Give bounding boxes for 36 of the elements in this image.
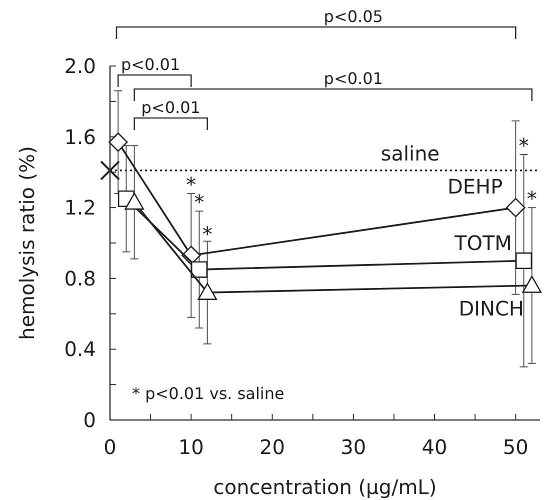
x-tick-label: 0: [104, 435, 116, 459]
y-tick-label: 0.4: [64, 337, 96, 362]
annotation: p<0.01: [324, 69, 383, 88]
text: p<0.05: [324, 7, 383, 26]
point: [515, 252, 532, 269]
point: [100, 160, 120, 180]
series-label: DINCH: [458, 296, 524, 320]
annotation: *: [526, 186, 537, 211]
ref-line-label: saline: [380, 141, 440, 166]
point: [124, 192, 144, 210]
y-tick-label: 0.8: [64, 266, 96, 290]
annotation: *: [194, 190, 204, 214]
annotation: * p<0.01 vs. saline: [132, 384, 284, 403]
point: [108, 132, 128, 152]
x-axis-title: concentration (µg/mL): [213, 475, 437, 499]
y-tick-label: 1.6: [64, 124, 96, 149]
x-tick-label: 20: [260, 435, 285, 459]
point: [198, 282, 218, 300]
y-axis-title: hemolysis ratio (%): [15, 146, 39, 340]
annotation: p<0.01: [141, 98, 200, 117]
x-tick-label: 40: [422, 435, 448, 459]
x-tick-label: 10: [178, 435, 204, 459]
series-label: DEHP: [448, 174, 503, 198]
annotation: *: [202, 222, 212, 246]
y-tick-label: 0: [83, 408, 96, 432]
annotation: p<0.01: [120, 55, 180, 74]
x-tick-label: 30: [340, 435, 366, 459]
x-tick-label: 50: [502, 435, 528, 459]
y-tick-label: 1.2: [64, 196, 96, 220]
annotation: *: [186, 172, 196, 196]
point: [190, 261, 208, 278]
point: [522, 276, 542, 293]
series-label: TOTM: [453, 231, 512, 255]
annotation: *: [518, 134, 529, 158]
point: [506, 198, 526, 218]
y-tick-label: 2.0: [64, 54, 96, 78]
